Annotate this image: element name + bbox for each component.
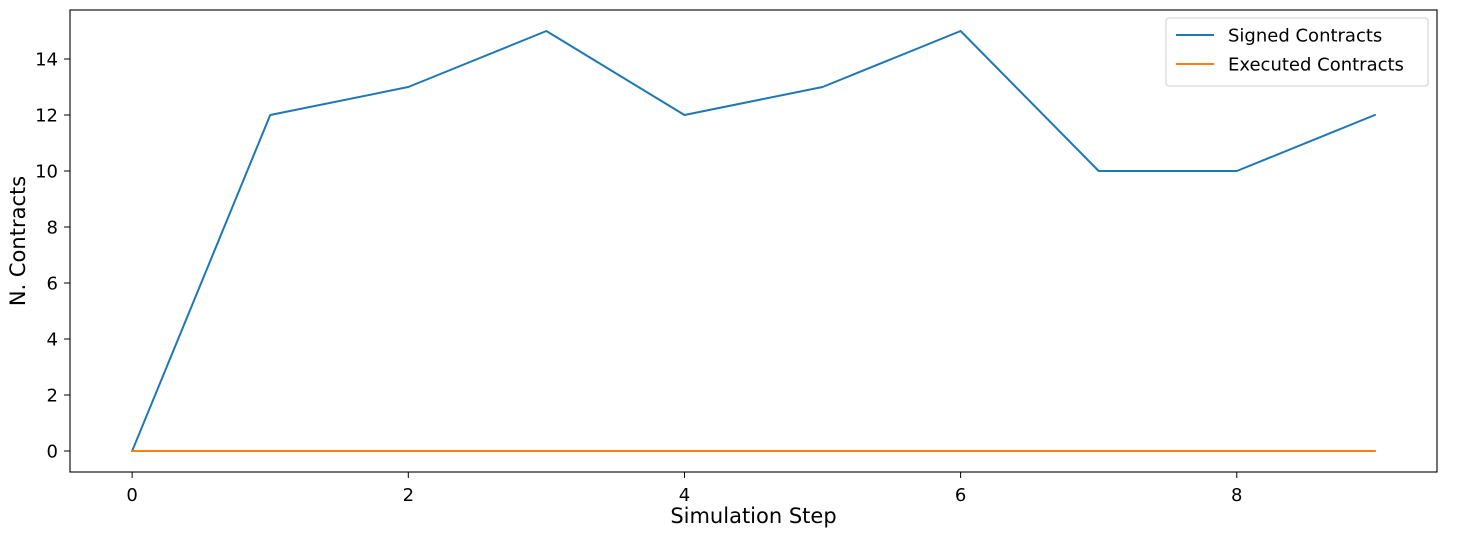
x-tick-label: 4 xyxy=(679,485,690,506)
y-tick-label: 2 xyxy=(47,386,58,407)
x-tick-label: 6 xyxy=(955,485,966,506)
series-layer xyxy=(130,30,1377,453)
plot-frame xyxy=(69,9,1438,473)
x-tick-label: 0 xyxy=(126,485,137,506)
x-tick-label: 8 xyxy=(1231,485,1242,506)
y-axis-label: N. Contracts xyxy=(6,176,30,306)
y-tick-label: 0 xyxy=(47,442,58,463)
legend: Signed Contracts Executed Contracts xyxy=(1165,17,1429,87)
legend-box xyxy=(1165,17,1429,87)
y-tick-label: 8 xyxy=(47,218,58,239)
y-tick-label: 12 xyxy=(35,106,58,127)
y-axis-ticks: 0 2 4 6 8 10 12 14 xyxy=(35,50,70,463)
y-tick-label: 4 xyxy=(47,330,58,351)
y-tick-label: 10 xyxy=(35,162,58,183)
series-line-0 xyxy=(130,30,1377,453)
y-tick-label: 14 xyxy=(35,50,58,71)
legend-label: Signed Contracts xyxy=(1228,26,1382,47)
legend-label: Executed Contracts xyxy=(1228,55,1404,76)
x-axis-ticks: 0 2 4 6 8 xyxy=(126,472,1243,506)
legend-items: Signed Contracts Executed Contracts xyxy=(1176,26,1404,76)
y-tick-label: 6 xyxy=(47,274,58,295)
x-axis-label: Simulation Step xyxy=(670,504,836,528)
x-tick-label: 2 xyxy=(403,485,414,506)
